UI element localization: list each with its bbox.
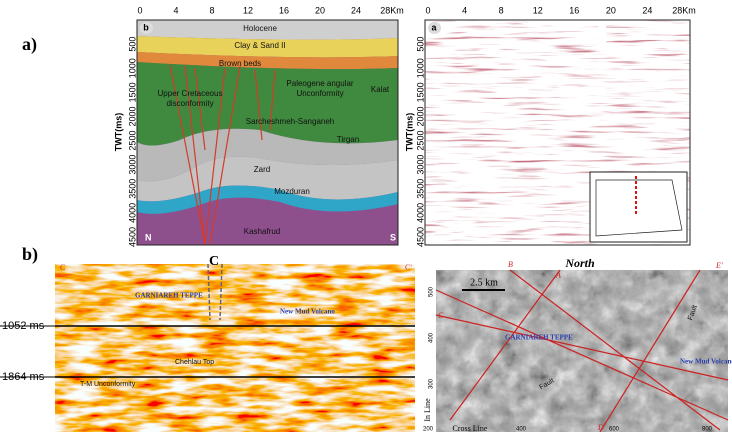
- x-tick-label: 28Km: [380, 5, 404, 15]
- section-end: C': [405, 263, 412, 272]
- layer-label: Kashafrud: [244, 227, 280, 236]
- y-tick-label: 4000: [415, 203, 425, 223]
- x-tick-label: 24: [642, 5, 652, 15]
- y-tick-label: 4500: [415, 227, 425, 247]
- layer-label: disconformity: [166, 99, 213, 108]
- y-tick-label: 2000: [127, 106, 137, 126]
- feature-label: GARNIAREH TEPPE: [135, 292, 203, 300]
- x-tick-label: 16: [569, 5, 579, 15]
- slice-title: North: [564, 256, 595, 270]
- time-slice: North 2.5 km B A E' C D GARNIAREH TEPPE …: [423, 256, 732, 432]
- y-tick-label: 500: [429, 286, 435, 297]
- layer-label: Unconformity: [296, 89, 343, 98]
- horizon-label: 1052 ms: [2, 320, 45, 332]
- feature-label: Fault: [687, 304, 699, 321]
- y-tick-label: 4000: [127, 203, 137, 223]
- layer-label: Upper Cretaceous: [158, 89, 223, 98]
- line-end: A: [555, 271, 561, 280]
- end-label: S: [390, 232, 396, 242]
- x-tick-label: 4: [173, 5, 178, 15]
- x-tick-label: 16: [279, 5, 289, 15]
- section-end: C: [60, 263, 65, 272]
- feature-label: New Mud Volcano: [680, 358, 732, 366]
- x-tick-label: 800: [702, 427, 713, 432]
- x-tick-label: 600: [609, 427, 620, 432]
- layer-label: Zard: [254, 165, 270, 174]
- y-tick-label: 1500: [415, 82, 425, 102]
- x-tick-label: 12: [533, 5, 543, 15]
- feature-label: T-M Unconformity: [80, 381, 136, 388]
- axis-label: TWT(ms): [113, 113, 123, 152]
- layer-label: Tirgan: [337, 135, 359, 144]
- feature-label: Chehlau Top: [175, 359, 214, 366]
- feature-label: New Mud Volcano: [280, 308, 335, 316]
- y-tick-label: 400: [429, 332, 435, 343]
- line-end: B: [508, 260, 513, 269]
- x-tick-label: 28Km: [672, 5, 696, 15]
- y-tick-label: 3500: [127, 179, 137, 199]
- axis-label: TWT(ms): [404, 113, 414, 152]
- y-tick-label: 2500: [415, 131, 425, 151]
- y-tick-label: 1000: [127, 58, 137, 78]
- layer-label: Clay & Sand II: [234, 41, 285, 50]
- x-tick-label: 20: [315, 5, 325, 15]
- y-tick-label: 500: [415, 37, 425, 52]
- layer-label: Kalat: [371, 85, 390, 94]
- x-tick-label: 0: [137, 5, 142, 15]
- x-tick-label: 400: [516, 427, 527, 432]
- y-tick-label: 2500: [127, 131, 137, 151]
- x-tick-label: 8: [209, 5, 214, 15]
- x-tick-label: 0: [425, 5, 430, 15]
- scale-label: 2.5 km: [470, 277, 498, 288]
- panel-letter: a: [431, 22, 437, 32]
- x-tick-label: 8: [499, 5, 504, 15]
- layer-label: Paleogene angular: [286, 79, 354, 88]
- y-tick-label: 3500: [415, 179, 425, 199]
- y-tick-label: 3000: [127, 155, 137, 175]
- layer-label: Holocene: [243, 24, 277, 33]
- section-end: C: [209, 254, 219, 269]
- seismic-section: a TWT(ms): [404, 19, 691, 246]
- x-tick-label: 200: [423, 427, 434, 432]
- y-tick-label: 500: [127, 37, 137, 52]
- y-tick-label: 300: [429, 378, 435, 389]
- layer-label: Brown beds: [219, 59, 261, 68]
- panel-letter: b: [143, 22, 149, 32]
- end-label: N: [145, 232, 152, 242]
- line-end: C: [438, 311, 444, 320]
- y-tick-label: 3000: [415, 155, 425, 175]
- x-tick-label: 4: [462, 5, 467, 15]
- panel-label: a): [22, 34, 37, 55]
- x-tick-label: 20: [606, 5, 616, 15]
- seismic-line: C C C' GARNIAREH TEPPE New Mud Volcano C…: [0, 254, 415, 432]
- x-tick-label: 24: [351, 5, 361, 15]
- y-tick-label: 1500: [127, 82, 137, 102]
- axis-label: Cross Line: [453, 424, 488, 432]
- y-tick-label: 2000: [415, 106, 425, 126]
- x-tick-label: 12: [243, 5, 253, 15]
- layer-label: Sarcheshmeh-Sanganeh: [246, 117, 335, 126]
- layer-label: Mozduran: [274, 187, 310, 196]
- line-end: E': [715, 261, 723, 270]
- axis-label: In Line: [423, 398, 432, 422]
- horizon-label: 1864 ms: [2, 371, 45, 383]
- feature-label: GARNIAREH TEPPE: [505, 334, 573, 342]
- y-tick-label: 1000: [415, 58, 425, 78]
- line-end: D: [597, 423, 604, 432]
- panel-label: b): [22, 244, 38, 265]
- interpreted-section: b Holocene Clay & Sand II Brown beds Upp…: [113, 19, 399, 246]
- y-tick-label: 4500: [127, 227, 137, 247]
